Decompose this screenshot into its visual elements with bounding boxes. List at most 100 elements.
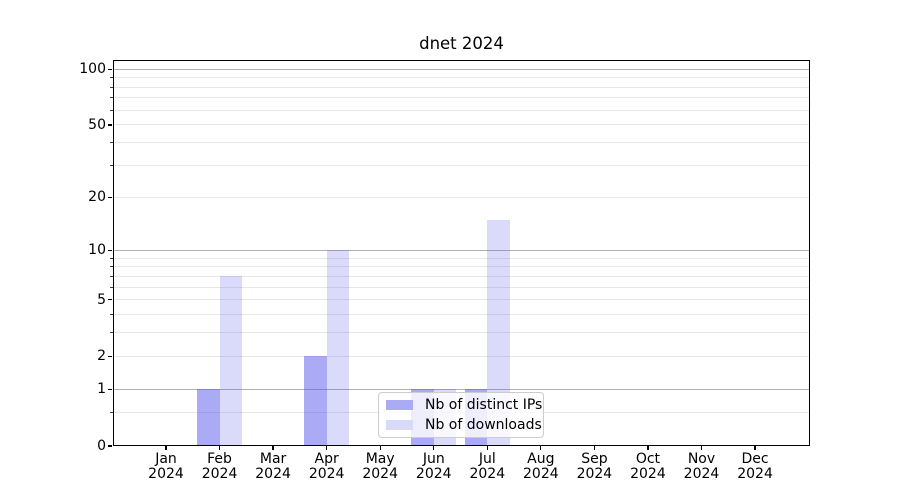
x-tick-label-mar: Mar 2024 bbox=[241, 452, 305, 482]
bar-nb-of-downloads-apr bbox=[326, 250, 349, 446]
chart-title: dnet 2024 bbox=[419, 34, 504, 53]
x-tick-label-oct: Oct 2024 bbox=[616, 452, 680, 482]
x-tick-nov bbox=[700, 446, 703, 450]
y-tick-label-50: 50 bbox=[88, 116, 106, 133]
y-minor-tick-70 bbox=[110, 97, 113, 99]
x-tick-aug bbox=[540, 446, 542, 450]
x-tick-feb bbox=[218, 446, 221, 450]
gridline-major-100 bbox=[113, 68, 810, 70]
y-tick-5 bbox=[108, 299, 112, 301]
gridline-major-1 bbox=[113, 388, 810, 390]
month-name-nov: Nov bbox=[687, 451, 716, 467]
y-minor-tick-40 bbox=[110, 142, 113, 144]
legend-item-downloads: Nb of downloads bbox=[386, 416, 543, 433]
x-tick-label-aug: Aug 2024 bbox=[509, 452, 573, 482]
y-tick-label-10: 10 bbox=[88, 242, 106, 259]
x-tick-label-may: May 2024 bbox=[348, 452, 412, 482]
legend-swatch-distinct-ips bbox=[386, 400, 413, 410]
x-tick-apr bbox=[326, 446, 328, 450]
y-tick-50 bbox=[108, 124, 112, 126]
y-minor-tick-4 bbox=[110, 314, 113, 316]
month-name-mar: Mar bbox=[259, 451, 287, 467]
y-tick-2 bbox=[108, 355, 112, 357]
month-name-dec: Dec bbox=[741, 451, 769, 467]
y-tick-label-20: 20 bbox=[88, 189, 106, 206]
month-year-aug: 2024 bbox=[523, 466, 559, 482]
x-tick-jun bbox=[433, 446, 435, 450]
x-tick-label-jul: Jul 2024 bbox=[455, 452, 519, 482]
x-tick-sep bbox=[593, 446, 596, 450]
gridline-minor-60 bbox=[113, 109, 810, 111]
y-minor-tick-9 bbox=[110, 257, 113, 259]
gridline-minor-6 bbox=[113, 286, 810, 288]
y-tick-0 bbox=[108, 445, 112, 447]
x-tick-label-apr: Apr 2024 bbox=[295, 452, 359, 482]
month-name-feb: Feb bbox=[207, 451, 232, 467]
gridline-minor-40 bbox=[113, 142, 810, 144]
y-minor-tick-3 bbox=[110, 332, 113, 334]
month-year-apr: 2024 bbox=[308, 466, 345, 482]
month-name-aug: Aug bbox=[527, 451, 555, 467]
bar-nb-of-downloads-jul bbox=[487, 219, 510, 446]
bar-nb-of-distinct-ips-feb bbox=[197, 389, 220, 446]
x-tick-may bbox=[379, 446, 381, 450]
legend-label-downloads: Nb of downloads bbox=[425, 416, 542, 433]
gridline-minor-30 bbox=[113, 165, 810, 167]
month-name-jun: Jun bbox=[422, 451, 445, 467]
month-name-apr: Apr bbox=[314, 451, 339, 467]
gridline-minor-20 bbox=[113, 196, 810, 198]
gridline-minor-9 bbox=[113, 257, 810, 259]
x-tick-label-sep: Sep 2024 bbox=[562, 452, 626, 482]
x-tick-oct bbox=[647, 446, 649, 450]
bar-nb-of-distinct-ips-apr bbox=[304, 356, 327, 446]
month-name-jul: Jul bbox=[478, 451, 496, 467]
x-tick-jan bbox=[165, 446, 167, 450]
gridline-minor-8 bbox=[113, 266, 810, 268]
y-tick-10 bbox=[108, 249, 112, 251]
y-minor-tick-0.5 bbox=[110, 412, 113, 414]
y-tick-20 bbox=[108, 196, 112, 199]
x-tick-jul bbox=[486, 446, 488, 450]
y-minor-tick-80 bbox=[110, 86, 113, 88]
bar-nb-of-downloads-feb bbox=[219, 276, 242, 446]
y-minor-tick-7 bbox=[110, 275, 113, 277]
gridline-minor-4 bbox=[113, 314, 810, 316]
y-tick-1 bbox=[108, 388, 112, 391]
y-tick-label-1: 1 bbox=[97, 381, 106, 398]
x-tick-mar bbox=[272, 446, 274, 450]
gridline-minor-50 bbox=[113, 124, 810, 126]
y-tick-label-100: 100 bbox=[79, 61, 106, 78]
month-year-nov: 2024 bbox=[683, 466, 720, 482]
x-tick-label-jan: Jan 2024 bbox=[134, 452, 198, 482]
month-year-oct: 2024 bbox=[630, 466, 666, 482]
month-year-jul: 2024 bbox=[469, 466, 506, 482]
month-year-mar: 2024 bbox=[255, 466, 291, 482]
gridline-minor-2 bbox=[113, 355, 810, 357]
legend: Nb of distinct IPs Nb of downloads bbox=[378, 392, 544, 438]
legend-swatch-downloads bbox=[386, 420, 413, 430]
x-tick-dec bbox=[754, 446, 756, 450]
gridline-minor-70 bbox=[113, 97, 810, 99]
y-tick-100 bbox=[108, 68, 112, 70]
gridline-major-10 bbox=[113, 249, 810, 251]
month-year-feb: 2024 bbox=[201, 466, 238, 482]
gridline-minor-7 bbox=[113, 275, 810, 277]
x-tick-label-feb: Feb 2024 bbox=[188, 452, 252, 482]
y-minor-tick-8 bbox=[110, 266, 113, 268]
plot-area bbox=[113, 60, 810, 446]
gridline-minor-5 bbox=[113, 299, 810, 301]
month-name-sep: Sep bbox=[581, 451, 608, 467]
month-year-jun: 2024 bbox=[415, 466, 452, 482]
month-name-oct: Oct bbox=[635, 451, 661, 467]
y-tick-label-5: 5 bbox=[97, 291, 106, 308]
y-minor-tick-30 bbox=[110, 165, 113, 167]
x-tick-label-nov: Nov 2024 bbox=[670, 452, 734, 482]
month-year-jan: 2024 bbox=[148, 466, 184, 482]
x-tick-label-dec: Dec 2024 bbox=[723, 452, 787, 482]
gridline-minor-90 bbox=[113, 77, 810, 79]
y-minor-tick-6 bbox=[110, 286, 113, 288]
y-minor-tick-60 bbox=[110, 109, 113, 111]
month-year-may: 2024 bbox=[362, 466, 398, 482]
month-year-dec: 2024 bbox=[737, 466, 773, 482]
